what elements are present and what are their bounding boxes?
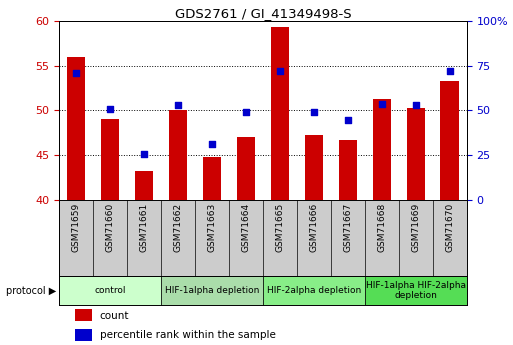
Text: HIF-1alpha depletion: HIF-1alpha depletion [165, 286, 259, 295]
Point [242, 109, 250, 115]
Bar [406, 108, 425, 200]
Text: GSM71668: GSM71668 [378, 203, 386, 252]
Bar [305, 135, 323, 200]
Point [378, 101, 386, 107]
Text: GSM71664: GSM71664 [242, 203, 250, 252]
Bar [365, 276, 467, 305]
Bar [101, 119, 120, 200]
Text: percentile rank within the sample: percentile rank within the sample [100, 331, 275, 341]
Text: control: control [94, 286, 126, 295]
Bar [75, 309, 92, 321]
Text: count: count [100, 310, 129, 321]
Bar [161, 276, 263, 305]
Point [140, 151, 148, 157]
Point [446, 68, 454, 74]
Point [310, 109, 318, 115]
Point [208, 141, 216, 146]
Bar [169, 110, 187, 200]
Bar [203, 157, 221, 200]
Text: GSM71662: GSM71662 [173, 203, 183, 252]
Text: GSM71660: GSM71660 [106, 203, 114, 252]
Point [174, 102, 182, 108]
Text: protocol ▶: protocol ▶ [6, 286, 56, 296]
Point [72, 70, 80, 76]
Text: GSM71665: GSM71665 [275, 203, 284, 252]
Text: GSM71659: GSM71659 [71, 203, 81, 252]
Text: GSM71667: GSM71667 [343, 203, 352, 252]
Text: HIF-1alpha HIF-2alpha
depletion: HIF-1alpha HIF-2alpha depletion [366, 281, 466, 300]
Bar [236, 137, 255, 200]
Text: GSM71669: GSM71669 [411, 203, 420, 252]
Point [412, 102, 420, 108]
Title: GDS2761 / GI_41349498-S: GDS2761 / GI_41349498-S [174, 7, 351, 20]
Point [344, 118, 352, 123]
Text: GSM71663: GSM71663 [207, 203, 216, 252]
Bar [372, 99, 391, 200]
Bar [263, 276, 365, 305]
Bar [339, 140, 357, 200]
Text: HIF-2alpha depletion: HIF-2alpha depletion [267, 286, 361, 295]
Point [106, 106, 114, 111]
Text: GSM71661: GSM71661 [140, 203, 148, 252]
Bar [59, 276, 161, 305]
Bar [67, 57, 85, 200]
Text: GSM71670: GSM71670 [445, 203, 455, 252]
Bar [270, 27, 289, 200]
Text: GSM71666: GSM71666 [309, 203, 319, 252]
Bar [134, 171, 153, 200]
Bar [441, 81, 459, 200]
Bar [75, 329, 92, 341]
Point [276, 68, 284, 74]
